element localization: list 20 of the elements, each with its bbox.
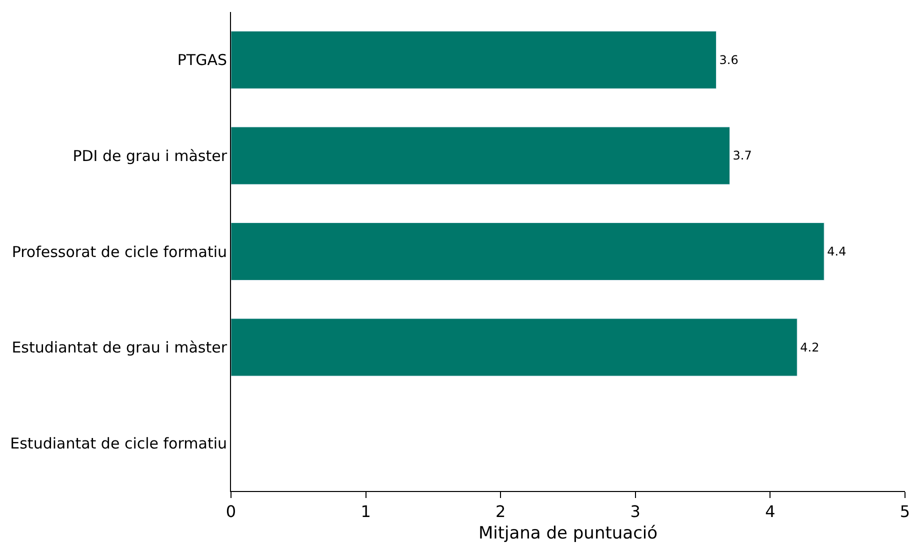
bar: [231, 318, 798, 376]
data-label: 4.4: [827, 244, 846, 258]
y-tick-label: Estudiantat de grau i màster: [12, 338, 228, 357]
y-tick-label: Professorat de cicle formatiu: [12, 242, 227, 261]
bar: [231, 30, 717, 89]
x-tick-label: 3: [630, 502, 640, 522]
x-tick-label: 1: [360, 502, 371, 522]
x-tick-label: 2: [496, 502, 506, 522]
bar: [231, 126, 730, 185]
data-label: 3.7: [732, 148, 752, 163]
y-tick-label: Estudiantat de cicle formatiu: [10, 434, 227, 452]
x-axis-title: Mitjana de puntuació: [478, 524, 658, 544]
x-tick-label: 4: [765, 502, 776, 522]
data-label: 4.2: [800, 340, 820, 354]
y-tick-label: PTGAS: [177, 51, 227, 70]
x-tick-label: 0: [226, 502, 236, 522]
bar: [231, 222, 824, 280]
data-label: 3.6: [719, 52, 738, 67]
y-tick-label: PDI de grau i màster: [72, 146, 228, 165]
x-tick-label: 5: [900, 502, 910, 522]
